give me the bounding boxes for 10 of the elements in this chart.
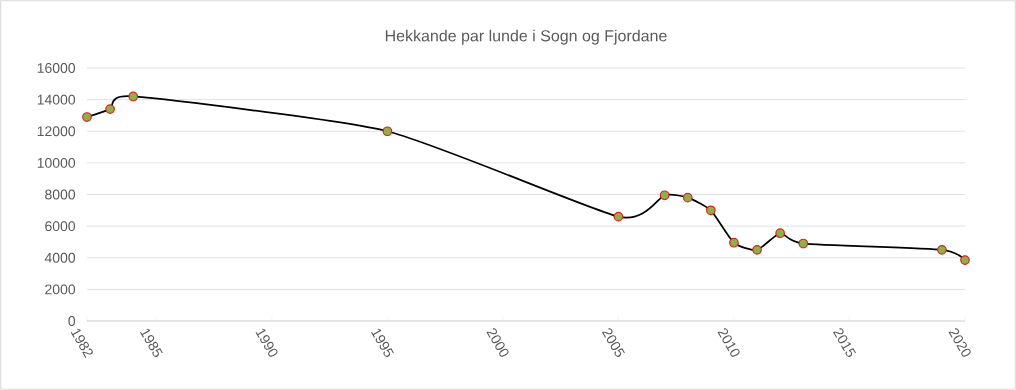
y-tick-label: 12000 (37, 126, 76, 137)
y-tick-label: 8000 (45, 189, 76, 200)
y-tick-label: 2000 (45, 284, 76, 295)
y-tick-label: 14000 (37, 94, 76, 105)
y-tick-label: 10000 (37, 157, 76, 168)
chart-title: Hekkande par lunde i Sogn og Fjordane (385, 29, 667, 45)
y-tick-label: 4000 (44, 252, 76, 263)
y-tick-label: 16000 (37, 63, 76, 73)
y-tick-label: 6000 (45, 221, 76, 232)
y-tick-label: 0 (68, 316, 76, 326)
